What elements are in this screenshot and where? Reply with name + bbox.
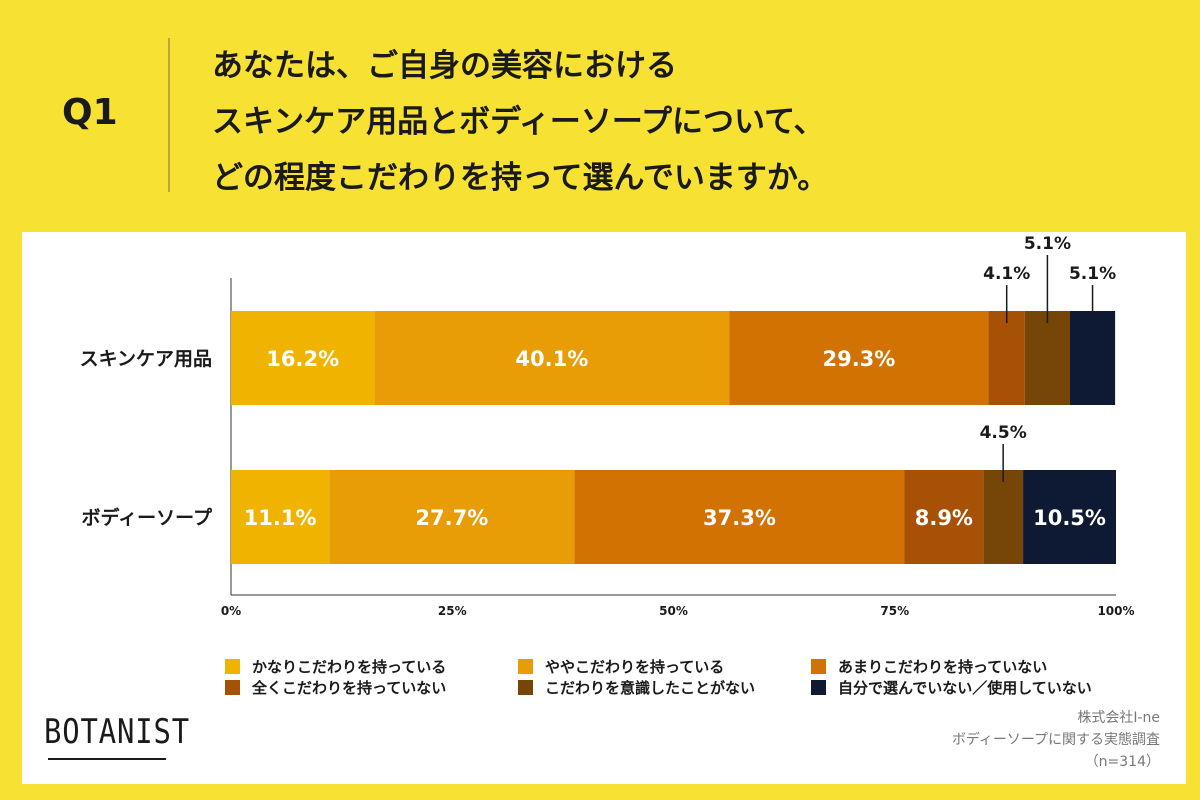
data-label: 29.3% [822,347,895,371]
bar-segment [1024,311,1070,405]
legend-item: 自分で選んでいない／使用していない [811,677,1151,697]
legend-label: こだわりを意識したことがない [545,678,756,697]
legend-label: かなりこだわりを持っている [252,657,447,676]
bar-segment [1069,311,1116,405]
x-tick-label: 25% [438,604,467,618]
legend-item: ややこだわりを持っている [518,656,811,676]
question-title-line: あなたは、ご自身の美容における [212,48,677,84]
x-tick-label: 0% [221,604,241,618]
bar-segment [374,311,730,405]
data-label: 27.7% [415,506,488,530]
data-label: 10.5% [1033,506,1106,530]
question-title-line: どの程度こだわりを持って選んでいますか。 [212,160,829,196]
legend-item: こだわりを意識したことがない [518,677,811,697]
category-label: ボディーソープ [81,506,213,529]
source-note: 株式会社I-ne ボディーソープに関する実態調査 （n=314） [952,707,1160,773]
legend-swatch [225,679,240,695]
legend-label: ややこだわりを持っている [545,657,725,676]
source-line: 株式会社I-ne [1077,710,1160,726]
question-title: あなたは、ご自身の美容における スキンケア用品とボディーソープについて、 どの程… [212,38,828,206]
legend-label: 自分で選んでいない／使用していない [838,678,1092,697]
data-label: 4.5% [980,423,1027,443]
data-label: 37.3% [703,506,776,530]
chart-legend: かなりこだわりを持っている ややこだわりを持っている あまりこだわりを持っていない全… [225,656,1165,697]
legend-swatch [811,658,826,674]
bar-segment [231,311,375,405]
question-number: Q1 [62,92,118,133]
question-header: Q1 あなたは、ご自身の美容における スキンケア用品とボディーソープについて、 … [0,0,1200,232]
data-label: 4.1% [983,264,1030,284]
header-divider [168,38,170,192]
data-label: 5.1% [1069,264,1116,284]
legend-label: 全くこだわりを持っていない [252,678,447,697]
category-label: スキンケア用品 [80,348,212,370]
data-label: 40.1% [515,347,588,371]
data-label: 16.2% [266,347,339,371]
legend-swatch [518,658,533,674]
bar-segment [1023,470,1116,564]
bar-segment [729,311,989,405]
legend-swatch [225,658,240,674]
x-tick-label: 75% [880,604,909,618]
data-label: 8.9% [915,506,973,530]
x-tick-label: 100% [1097,604,1134,618]
bar-segment [904,470,984,564]
brand-logo: BOTANIST [44,712,191,752]
question-title-line: スキンケア用品とボディーソープについて、 [212,104,825,140]
source-line: （n=314） [1084,754,1160,770]
source-line: ボディーソープに関する実態調査 [951,732,1160,748]
data-label: 5.1% [1024,234,1071,254]
legend-swatch [811,679,826,695]
data-label: 11.1% [244,506,317,530]
legend-item: 全くこだわりを持っていない [225,677,518,697]
legend-swatch [518,679,533,695]
bar-segment [983,470,1024,564]
legend-item: あまりこだわりを持っていない [811,656,1151,676]
bar-segment [574,470,905,564]
x-tick-label: 50% [659,604,688,618]
logo-underline [48,758,166,760]
bar-segment [231,470,330,564]
bar-segment [988,311,1025,405]
legend-label: あまりこだわりを持っていない [838,657,1048,676]
legend-item: かなりこだわりを持っている [225,656,518,676]
bar-segment [329,470,575,564]
